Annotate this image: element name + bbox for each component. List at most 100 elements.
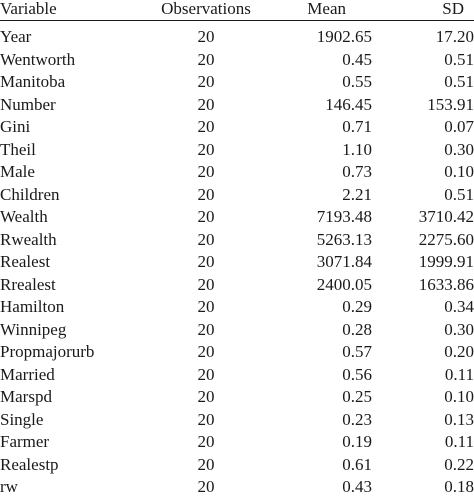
- cell-mean: 1.10: [262, 138, 372, 161]
- cell-observations: 20: [150, 341, 262, 364]
- cell-mean: 2400.05: [262, 273, 372, 296]
- cell-observations: 20: [150, 386, 262, 409]
- cell-mean: 0.25: [262, 386, 372, 409]
- cell-sd: 2275.60: [372, 228, 474, 251]
- cell-mean: 0.29: [262, 296, 372, 319]
- cell-sd: 0.13: [372, 408, 474, 431]
- cell-mean: 0.73: [262, 161, 372, 184]
- cell-sd: 153.91: [372, 93, 474, 116]
- cell-sd: 0.30: [372, 138, 474, 161]
- cell-variable: Single: [0, 408, 150, 431]
- cell-mean: 0.61: [262, 453, 372, 476]
- cell-sd: 0.20: [372, 341, 474, 364]
- cell-mean: 0.55: [262, 71, 372, 94]
- cell-sd: 0.11: [372, 431, 474, 454]
- cell-observations: 20: [150, 183, 262, 206]
- cell-sd: 1999.91: [372, 251, 474, 274]
- cell-sd: 0.30: [372, 318, 474, 341]
- cell-mean: 0.45: [262, 48, 372, 71]
- cell-variable: Theil: [0, 138, 150, 161]
- cell-variable: Wealth: [0, 206, 150, 229]
- cell-mean: 5263.13: [262, 228, 372, 251]
- cell-variable: Manitoba: [0, 71, 150, 94]
- header-variable: Variable: [0, 0, 150, 20]
- cell-mean: 0.19: [262, 431, 372, 454]
- cell-sd: 0.51: [372, 48, 474, 71]
- cell-sd: 0.07: [372, 116, 474, 139]
- cell-variable: Rrealest: [0, 273, 150, 296]
- cell-sd: 0.18: [372, 476, 474, 498]
- cell-mean: 2.21: [262, 183, 372, 206]
- cell-variable: Realestp: [0, 453, 150, 476]
- cell-mean: 0.56: [262, 363, 372, 386]
- cell-variable: Married: [0, 363, 150, 386]
- cell-mean: 146.45: [262, 93, 372, 116]
- cell-variable: Children: [0, 183, 150, 206]
- cell-variable: Hamilton: [0, 296, 150, 319]
- cell-observations: 20: [150, 363, 262, 386]
- table-header: Variable Observations Mean SD: [0, 0, 474, 20]
- cell-mean: 0.43: [262, 476, 372, 498]
- header-observations: Observations: [150, 0, 262, 20]
- cell-sd: 0.51: [372, 71, 474, 94]
- cell-mean: 0.23: [262, 408, 372, 431]
- cell-sd: 1633.86: [372, 273, 474, 296]
- cell-observations: 20: [150, 206, 262, 229]
- cell-observations: 20: [150, 453, 262, 476]
- cell-variable: Realest: [0, 251, 150, 274]
- cell-mean: 1902.65: [262, 20, 372, 48]
- cell-sd: 17.20: [372, 20, 474, 48]
- cell-mean: 7193.48: [262, 206, 372, 229]
- header-mean: Mean: [262, 0, 372, 20]
- cell-observations: 20: [150, 161, 262, 184]
- cell-sd: 0.22: [372, 453, 474, 476]
- cell-mean: 0.28: [262, 318, 372, 341]
- cell-observations: 20: [150, 296, 262, 319]
- cell-variable: Marspd: [0, 386, 150, 409]
- header-sd: SD: [372, 0, 474, 20]
- cell-sd: 0.34: [372, 296, 474, 319]
- cell-mean: 0.71: [262, 116, 372, 139]
- cell-observations: 20: [150, 273, 262, 296]
- cell-sd: 0.51: [372, 183, 474, 206]
- cell-mean: 0.57: [262, 341, 372, 364]
- cell-observations: 20: [150, 116, 262, 139]
- cell-variable: Year: [0, 20, 150, 48]
- cell-observations: 20: [150, 431, 262, 454]
- cell-observations: 20: [150, 48, 262, 71]
- cell-observations: 20: [150, 138, 262, 161]
- cell-variable: rw: [0, 476, 150, 498]
- cell-observations: 20: [150, 228, 262, 251]
- cell-variable: Male: [0, 161, 150, 184]
- cell-sd: 0.11: [372, 363, 474, 386]
- cell-variable: Propmajorurb: [0, 341, 150, 364]
- cell-sd: 3710.42: [372, 206, 474, 229]
- cell-sd: 0.10: [372, 386, 474, 409]
- cell-observations: 20: [150, 318, 262, 341]
- cell-observations: 20: [150, 71, 262, 94]
- header-row: Variable Observations Mean SD: [0, 0, 474, 20]
- cell-variable: Gini: [0, 116, 150, 139]
- cell-variable: Winnipeg: [0, 318, 150, 341]
- cell-variable: Wentworth: [0, 48, 150, 71]
